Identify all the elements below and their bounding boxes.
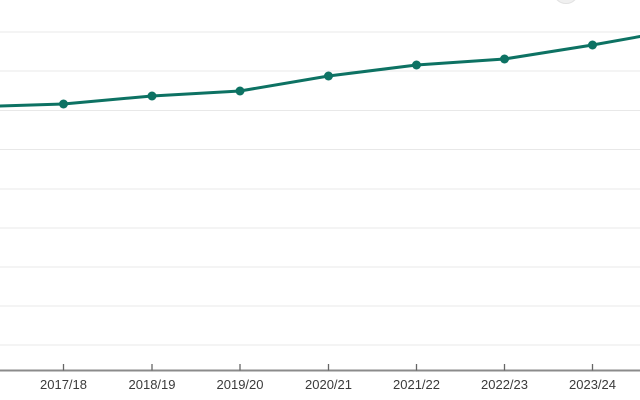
data-point-marker[interactable] <box>235 86 245 96</box>
x-axis-label: 2022/23 <box>481 377 528 392</box>
data-point-marker[interactable] <box>59 99 68 109</box>
data-point-marker[interactable] <box>324 71 333 81</box>
x-axis-label: 2020/21 <box>305 377 352 392</box>
x-axis-label: 2018/19 <box>129 377 176 392</box>
data-point-marker[interactable] <box>147 91 157 101</box>
data-point-marker[interactable] <box>500 54 509 64</box>
data-point-marker[interactable] <box>412 60 421 70</box>
x-axis-label: 2019/20 <box>217 377 264 392</box>
x-axis-label: 2017/18 <box>40 377 87 392</box>
data-point-marker[interactable] <box>588 40 597 50</box>
x-axis-label: 2021/22 <box>393 377 440 392</box>
x-axis-label: 2023/24 <box>569 377 616 392</box>
